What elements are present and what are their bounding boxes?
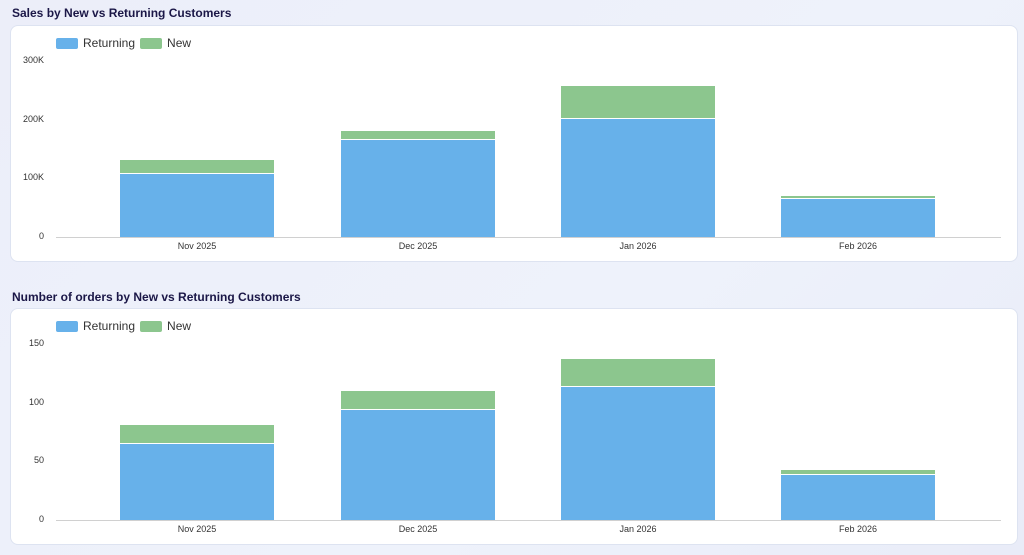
x-tick-label: Nov 2025 [177, 524, 217, 534]
x-tick-label: Feb 2026 [838, 524, 878, 534]
bar-feb-2026[interactable] [781, 344, 935, 520]
new-swatch-icon [140, 37, 163, 49]
bar-segment-new[interactable] [341, 130, 495, 141]
bar-nov-2025[interactable] [120, 344, 274, 520]
legend-item-new[interactable]: New [140, 36, 191, 50]
returning-swatch-icon [56, 320, 78, 332]
bar-segment-new[interactable] [341, 390, 495, 410]
bar-nov-2025[interactable] [120, 61, 274, 237]
legend-label-returning: Returning [83, 36, 136, 50]
bar-segment-returning[interactable] [120, 443, 274, 520]
bar-segment-returning[interactable] [781, 198, 935, 237]
orders-chart-card: Returning New 150 100 50 0 Nov 2025 Dec 2025 J… [10, 308, 1018, 545]
bar-segment-returning[interactable] [561, 119, 715, 237]
legend-label-returning: Returning [83, 319, 136, 333]
legend-item-new[interactable]: New [140, 319, 191, 333]
bar-segment-new[interactable] [120, 160, 274, 175]
bar-dec-2025[interactable] [341, 344, 495, 520]
legend-label-new: New [167, 36, 192, 50]
legend-label-new: New [167, 319, 192, 333]
bar-jan-2026[interactable] [561, 61, 715, 237]
returning-swatch-icon [56, 37, 78, 49]
sales-chart-legend: Returning New [56, 36, 196, 50]
bar-segment-returning[interactable] [341, 140, 495, 237]
y-tick-label: 150 [28, 338, 44, 348]
x-axis-line [56, 237, 1001, 238]
x-tick-label: Dec 2025 [398, 524, 438, 534]
bar-segment-new[interactable] [781, 469, 935, 476]
bar-segment-new[interactable] [781, 195, 935, 199]
x-tick-label: Feb 2026 [838, 241, 878, 251]
sales-chart-title: Sales by New vs Returning Customers [12, 6, 232, 20]
bar-jan-2026[interactable] [561, 344, 715, 520]
y-tick-label: 50 [33, 455, 44, 466]
x-tick-label: Jan 2026 [619, 524, 657, 534]
bar-segment-returning[interactable] [781, 475, 935, 520]
orders-chart-legend: Returning New [56, 319, 196, 333]
x-tick-label: Dec 2025 [398, 241, 438, 251]
bar-feb-2026[interactable] [781, 61, 935, 237]
y-tick-label: 0 [38, 514, 44, 524]
y-tick-label: 100 [28, 396, 44, 407]
y-tick-label: 300K [22, 55, 44, 65]
y-tick-label: 200K [22, 113, 44, 124]
bar-segment-returning[interactable] [120, 174, 274, 237]
x-tick-label: Jan 2026 [619, 241, 657, 251]
new-swatch-icon [140, 320, 163, 332]
sales-chart-card: Returning New 300K 200K 100K 0 Nov 2025 Dec 2… [10, 25, 1018, 262]
y-tick-label: 100K [22, 172, 44, 183]
orders-chart-title: Number of orders by New vs Returning Cus… [12, 290, 301, 304]
bar-segment-returning[interactable] [561, 387, 715, 520]
bar-dec-2025[interactable] [341, 61, 495, 237]
x-tick-label: Nov 2025 [177, 241, 217, 251]
x-axis-line [56, 520, 1001, 521]
bar-segment-new[interactable] [561, 359, 715, 388]
bar-segment-returning[interactable] [341, 409, 495, 520]
bar-segment-new[interactable] [120, 424, 274, 444]
y-tick-label: 0 [38, 231, 44, 241]
bar-segment-new[interactable] [561, 86, 715, 120]
legend-item-returning[interactable]: Returning [56, 36, 135, 50]
legend-item-returning[interactable]: Returning [56, 319, 135, 333]
